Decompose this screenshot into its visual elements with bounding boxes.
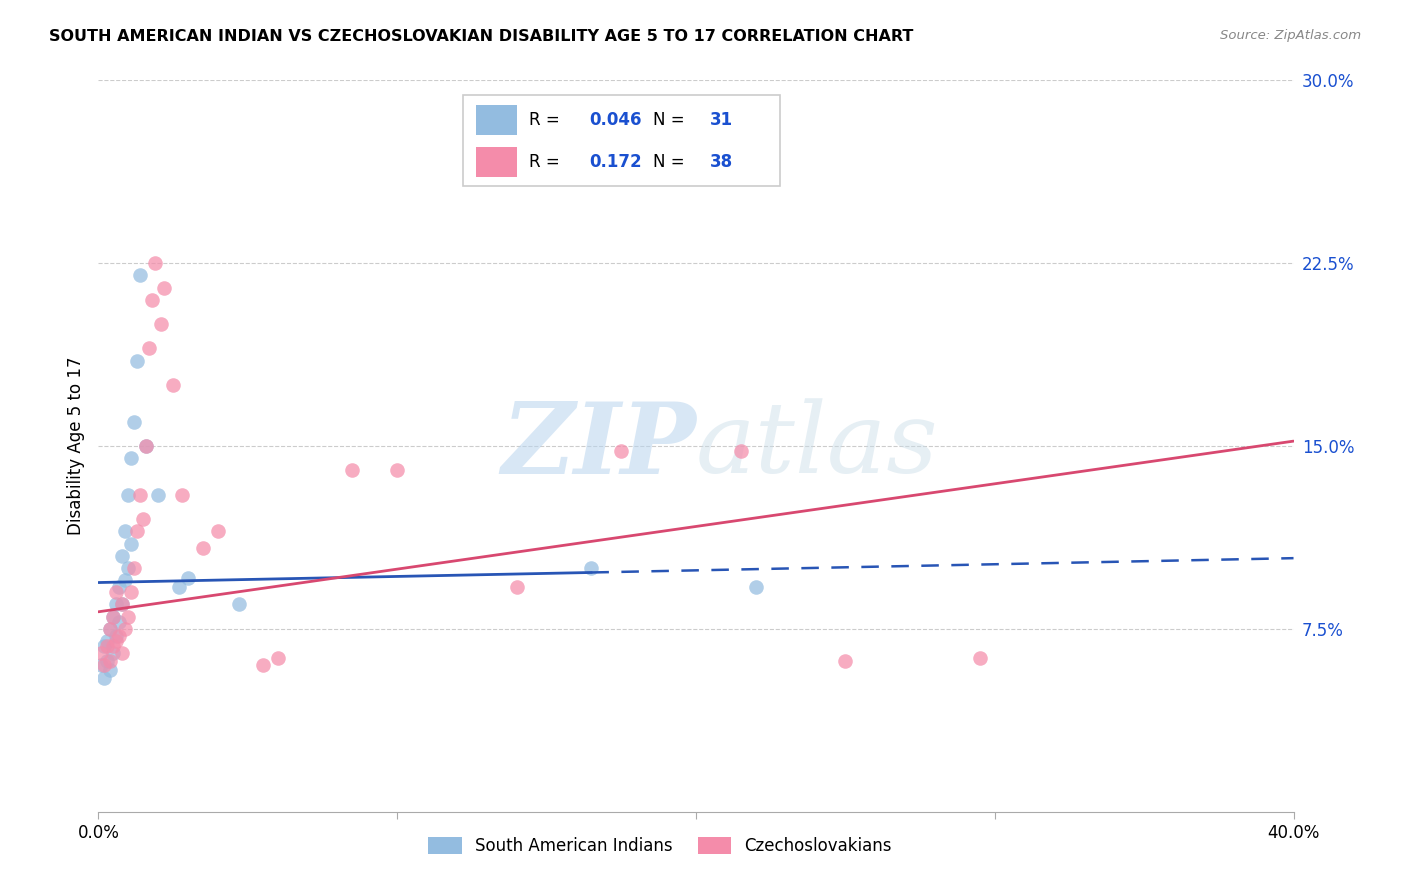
Point bbox=[98, 622, 122, 636]
Point bbox=[108, 581, 131, 595]
Point bbox=[135, 439, 157, 453]
Point bbox=[105, 634, 128, 648]
Point bbox=[117, 561, 139, 575]
Point bbox=[98, 622, 122, 636]
Point bbox=[103, 609, 125, 624]
Text: atlas: atlas bbox=[696, 399, 939, 493]
Point bbox=[93, 658, 115, 673]
Point bbox=[153, 280, 176, 294]
Point bbox=[162, 378, 184, 392]
Point bbox=[129, 488, 152, 502]
Point bbox=[252, 658, 274, 673]
Point bbox=[141, 293, 163, 307]
Point bbox=[117, 488, 139, 502]
Point bbox=[105, 629, 128, 643]
Point bbox=[138, 342, 160, 356]
Point bbox=[111, 598, 134, 612]
Point bbox=[167, 581, 190, 595]
Point bbox=[103, 639, 125, 653]
Point bbox=[93, 639, 115, 653]
Point bbox=[124, 415, 146, 429]
Point bbox=[207, 524, 229, 539]
Point bbox=[148, 488, 170, 502]
Point bbox=[969, 651, 991, 665]
Point bbox=[98, 663, 122, 677]
Point bbox=[98, 654, 122, 668]
Point bbox=[129, 268, 152, 283]
Point bbox=[120, 451, 142, 466]
Point bbox=[143, 256, 166, 270]
Point bbox=[96, 639, 118, 653]
Point bbox=[385, 463, 409, 477]
Point bbox=[103, 646, 125, 660]
Point bbox=[114, 573, 136, 587]
Y-axis label: Disability Age 5 to 17: Disability Age 5 to 17 bbox=[66, 357, 84, 535]
Point bbox=[127, 524, 149, 539]
Point bbox=[506, 581, 529, 595]
Text: SOUTH AMERICAN INDIAN VS CZECHOSLOVAKIAN DISABILITY AGE 5 TO 17 CORRELATION CHAR: SOUTH AMERICAN INDIAN VS CZECHOSLOVAKIAN… bbox=[49, 29, 914, 44]
Point bbox=[132, 512, 155, 526]
Legend: South American Indians, Czechoslovakians: South American Indians, Czechoslovakians bbox=[422, 830, 898, 862]
Point bbox=[93, 671, 115, 685]
Point bbox=[150, 317, 173, 331]
Point bbox=[96, 634, 118, 648]
Text: Source: ZipAtlas.com: Source: ZipAtlas.com bbox=[1220, 29, 1361, 42]
Point bbox=[111, 549, 134, 563]
Point bbox=[342, 463, 364, 477]
Point bbox=[834, 654, 856, 668]
Point bbox=[172, 488, 194, 502]
Point bbox=[730, 443, 752, 458]
Point bbox=[111, 646, 134, 660]
Point bbox=[127, 353, 149, 368]
Point bbox=[120, 585, 142, 599]
Point bbox=[111, 598, 134, 612]
Point bbox=[90, 646, 112, 660]
Point bbox=[120, 536, 142, 550]
Point bbox=[228, 598, 250, 612]
Text: ZIP: ZIP bbox=[501, 398, 696, 494]
Point bbox=[267, 651, 290, 665]
Point bbox=[135, 439, 157, 453]
Point bbox=[745, 581, 768, 595]
Point bbox=[610, 443, 633, 458]
Point bbox=[103, 609, 125, 624]
Point bbox=[114, 622, 136, 636]
Point bbox=[114, 524, 136, 539]
Point bbox=[90, 658, 112, 673]
Point bbox=[108, 615, 131, 629]
Point bbox=[191, 541, 214, 556]
Point bbox=[108, 629, 131, 643]
Point bbox=[177, 571, 200, 585]
Point bbox=[117, 609, 139, 624]
Point bbox=[105, 598, 128, 612]
Point bbox=[124, 561, 146, 575]
Point bbox=[581, 561, 603, 575]
Point bbox=[96, 654, 118, 668]
Point bbox=[105, 585, 128, 599]
